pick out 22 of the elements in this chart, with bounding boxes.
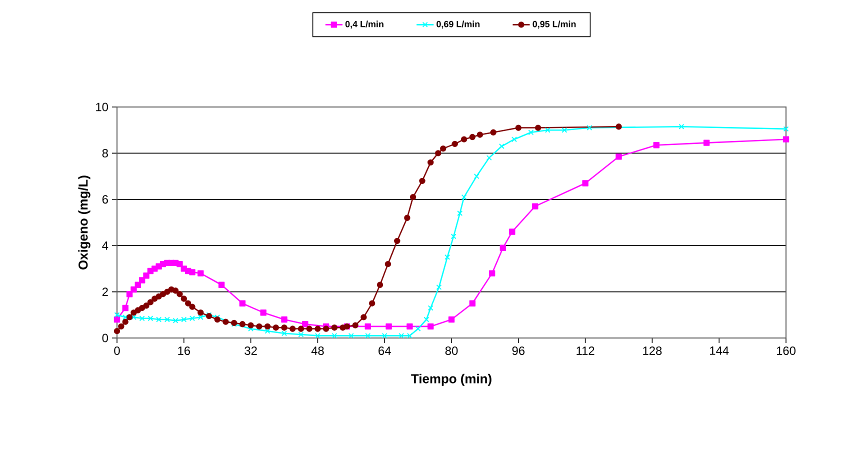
x-tick-label: 128 xyxy=(643,346,662,355)
x-tick-label: 160 xyxy=(776,346,796,355)
legend-label: 0,4 L/min xyxy=(345,20,384,29)
y-tick-label: 8 xyxy=(102,148,108,158)
y-tick-label: 10 xyxy=(96,102,108,112)
x-tick-label: 96 xyxy=(512,346,525,355)
legend-label: 0,69 L/min xyxy=(436,20,480,29)
y-tick-label: 0 xyxy=(102,334,108,342)
x-tick-label: 48 xyxy=(311,346,324,355)
x-tick-label: 0 xyxy=(114,346,120,355)
y-tick-label: 2 xyxy=(102,288,108,296)
x-tick-label: 64 xyxy=(378,346,391,355)
legend-label: 0,95 L/min xyxy=(532,20,576,29)
x-tick-label: 32 xyxy=(244,346,257,355)
x-tick-label: 112 xyxy=(576,346,594,355)
x-tick-label: 144 xyxy=(710,346,729,355)
x-tick-label: 16 xyxy=(178,346,190,355)
y-axis-title: Oxigeno (mg/L) xyxy=(78,176,90,270)
y-tick-label: 4 xyxy=(102,241,108,250)
x-tick-label: 80 xyxy=(445,346,458,355)
x-axis-title: Tiempo (min) xyxy=(411,374,492,386)
y-tick-label: 6 xyxy=(102,195,108,204)
